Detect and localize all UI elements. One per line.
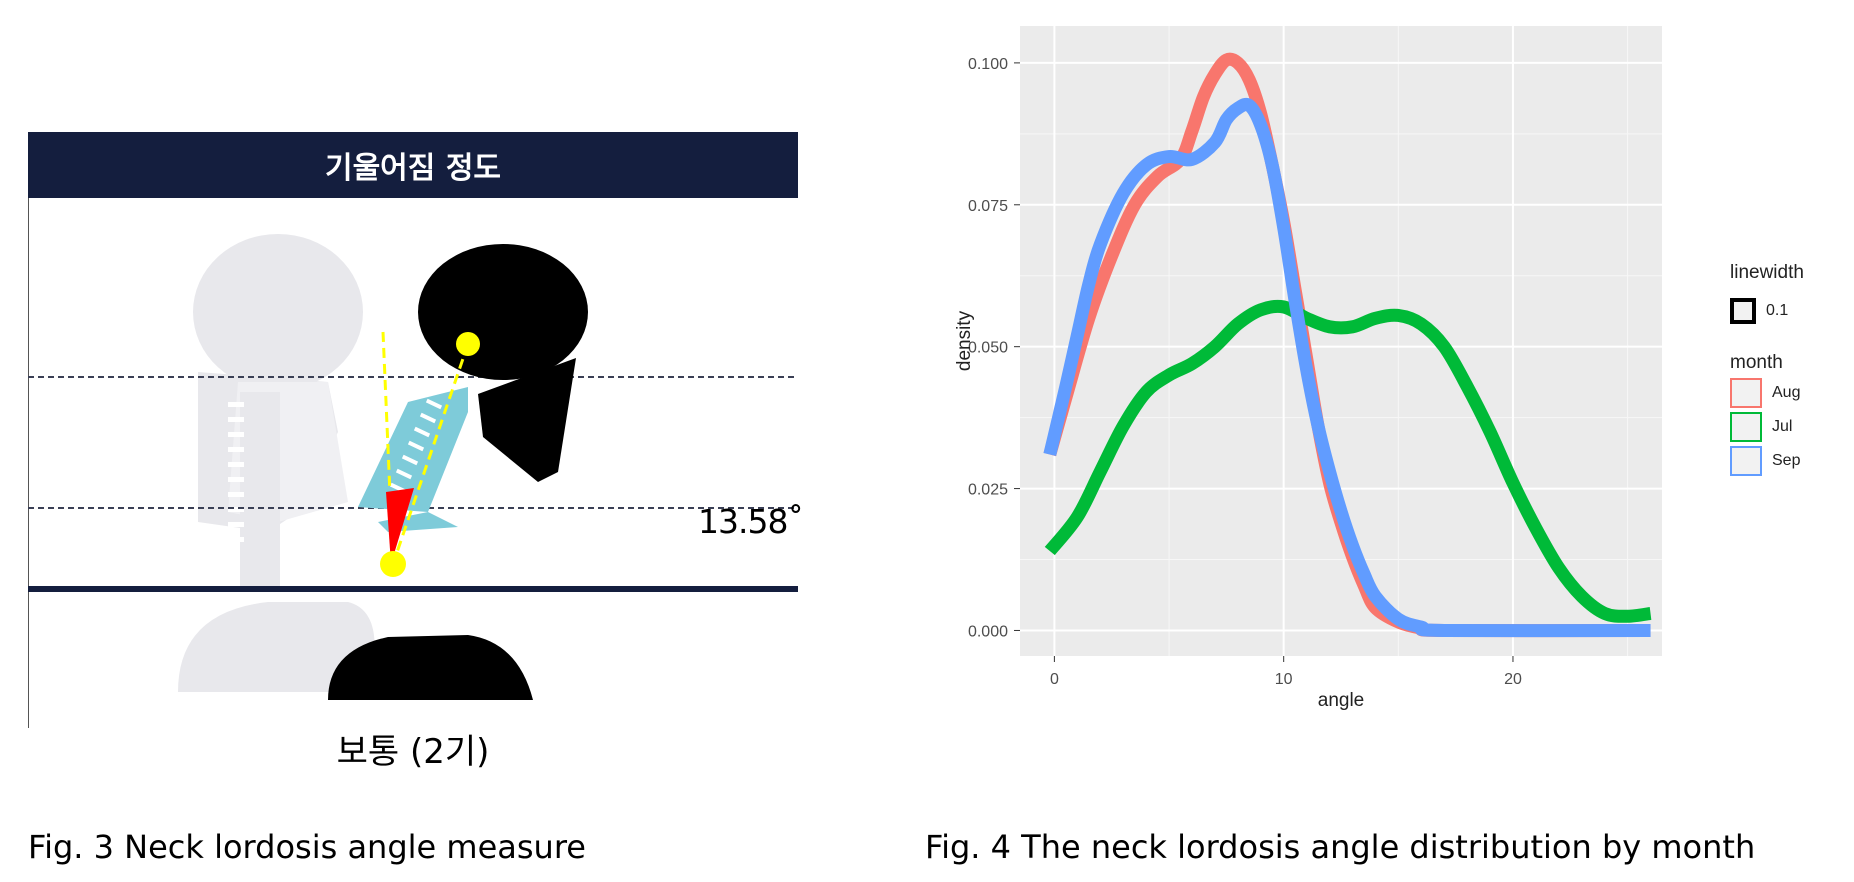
plot-grid: [1020, 26, 1662, 656]
upright-vertebrae: [228, 402, 244, 542]
plot-legend: linewidth 0.1 month Aug Jul Sep: [1730, 262, 1850, 476]
legend-linewidth-row: 0.1: [1730, 294, 1850, 328]
angle-wedge: [386, 488, 414, 564]
legend-label-sep: Sep: [1772, 452, 1801, 469]
x-tick-label: 20: [1504, 671, 1522, 688]
plot-panel-background: [1020, 26, 1662, 656]
legend-item-jul: Jul: [1730, 412, 1850, 442]
legend-linewidth-key: [1730, 298, 1756, 324]
y-axis-label: density: [954, 310, 975, 371]
y-tick-label: 0.100: [968, 56, 1008, 73]
series-line-sep: [1043, 97, 1651, 638]
fig3-left-border: [28, 198, 29, 728]
y-tick-label: 0.000: [968, 623, 1008, 640]
head-marker: [456, 332, 480, 356]
neck-posture-illustration: [28, 234, 798, 700]
fig3-angle-value: 13.58˚: [698, 502, 804, 541]
figure-3-caption: Fig. 3 Neck lordosis angle measure: [28, 828, 586, 866]
shoulder-marker: [380, 551, 406, 577]
x-tick-label: 0: [1050, 671, 1059, 688]
plot-series: [1043, 52, 1652, 638]
legend-label-jul: Jul: [1772, 418, 1793, 435]
legend-linewidth-value: 0.1: [1766, 302, 1789, 319]
density-plot: 0 10 20 0.000 0.025 0.050 0.075 0.100 angle den…: [954, 26, 1662, 711]
angle-measurement: [380, 331, 480, 577]
legend-month-title: month: [1730, 352, 1783, 373]
legend-key-sep: [1730, 446, 1762, 476]
legend-item-aug: Aug: [1730, 378, 1850, 408]
y-tick-label: 0.025: [968, 482, 1008, 499]
y-tick-label: 0.075: [968, 198, 1008, 215]
plot-ticks: 0 10 20 0.000 0.025 0.050 0.075 0.100: [968, 56, 1522, 688]
series-line-jul: [1044, 299, 1652, 623]
fig3-grade-label: 보통 (2기): [336, 732, 490, 772]
legend-key-jul: [1730, 412, 1762, 442]
legend-linewidth-title: linewidth: [1730, 262, 1804, 283]
y-tick-label: 0.050: [968, 340, 1008, 357]
upright-silhouette: [178, 234, 375, 692]
legend-label-aug: Aug: [1772, 384, 1801, 401]
x-tick-label: 10: [1275, 671, 1293, 688]
x-axis-label: angle: [1318, 690, 1365, 711]
fig3-baseline: [28, 586, 798, 592]
figure-4-caption: Fig. 4 The neck lordosis angle distribut…: [925, 828, 1756, 866]
figure-3-panel: 기울어짐 정도: [28, 132, 804, 792]
fig3-header-title: 기울어짐 정도: [28, 132, 798, 198]
legend-item-sep: Sep: [1730, 446, 1850, 476]
legend-key-aug: [1730, 378, 1762, 408]
